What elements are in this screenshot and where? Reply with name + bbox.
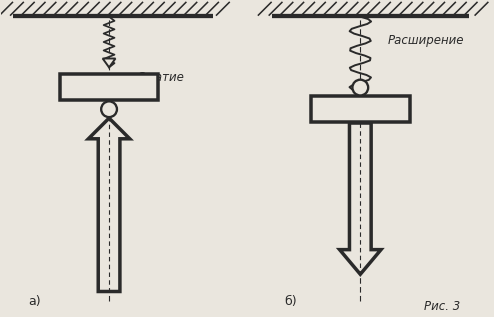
Bar xyxy=(311,96,410,122)
Polygon shape xyxy=(339,123,381,274)
Circle shape xyxy=(101,101,117,117)
Text: Сжатие: Сжатие xyxy=(136,71,184,84)
Polygon shape xyxy=(88,118,130,292)
Text: Рис. 3: Рис. 3 xyxy=(424,300,460,313)
Circle shape xyxy=(352,80,368,95)
Text: а): а) xyxy=(28,295,41,308)
Text: Расширение: Расширение xyxy=(387,34,464,47)
Bar xyxy=(60,74,159,100)
Text: б): б) xyxy=(284,295,296,308)
Polygon shape xyxy=(103,59,116,68)
